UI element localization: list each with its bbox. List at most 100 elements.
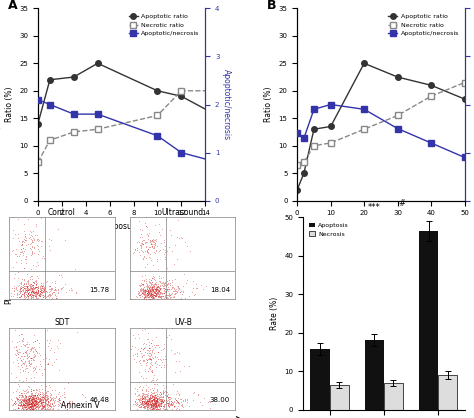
Point: [143, 285, 150, 292]
Point: [146, 292, 154, 298]
Point: [29, 395, 36, 402]
Point: [136, 398, 143, 404]
Point: [10, 291, 18, 297]
Point: [147, 400, 155, 407]
Point: [163, 283, 170, 289]
Point: [162, 288, 169, 295]
Point: [34, 237, 42, 244]
Point: [152, 401, 160, 408]
Point: [205, 399, 212, 405]
Point: [27, 285, 35, 292]
Point: [34, 236, 41, 242]
Point: [22, 291, 30, 297]
Point: [21, 231, 29, 237]
Point: [27, 285, 35, 291]
Point: [185, 403, 192, 409]
Point: [143, 357, 150, 364]
Point: [36, 291, 43, 297]
Point: [37, 286, 45, 293]
Point: [30, 400, 37, 407]
Point: [136, 357, 144, 363]
Point: [31, 289, 39, 296]
Point: [23, 296, 31, 302]
Point: [20, 399, 27, 406]
Point: [10, 400, 18, 407]
Point: [26, 395, 33, 402]
Point: [145, 232, 152, 239]
Point: [146, 287, 154, 294]
Point: [17, 260, 24, 266]
Point: [144, 329, 151, 336]
Point: [48, 395, 56, 401]
Point: [167, 400, 174, 407]
Point: [168, 281, 175, 288]
Point: [144, 400, 151, 406]
Point: [152, 401, 160, 408]
Point: [152, 397, 159, 404]
Title: Control: Control: [48, 208, 76, 217]
Point: [35, 242, 42, 249]
Point: [160, 397, 167, 403]
Point: [43, 279, 50, 286]
Point: [177, 402, 184, 408]
Point: [29, 344, 36, 351]
Point: [22, 362, 29, 369]
Point: [139, 255, 147, 262]
Point: [36, 395, 44, 401]
Point: [10, 400, 18, 407]
Point: [13, 291, 20, 298]
Point: [24, 293, 31, 300]
Point: [150, 289, 158, 296]
Point: [13, 259, 20, 265]
Point: [143, 398, 151, 405]
Point: [40, 366, 47, 372]
Point: [170, 260, 178, 267]
Point: [11, 400, 19, 407]
Point: [181, 396, 189, 403]
Point: [31, 290, 38, 296]
Point: [31, 392, 39, 399]
Point: [31, 338, 39, 344]
Point: [55, 290, 62, 296]
Point: [19, 401, 27, 408]
Point: [25, 403, 32, 410]
Point: [40, 403, 47, 410]
Point: [148, 397, 155, 404]
Point: [35, 292, 43, 299]
Point: [154, 290, 162, 296]
Point: [176, 288, 183, 295]
Point: [152, 240, 159, 247]
Point: [155, 396, 163, 403]
Point: [27, 402, 35, 408]
Point: [20, 290, 28, 296]
Point: [30, 285, 37, 292]
Point: [28, 392, 36, 398]
Point: [136, 242, 144, 249]
Point: [18, 353, 26, 359]
Point: [145, 395, 153, 401]
Point: [19, 251, 27, 258]
Point: [155, 287, 163, 294]
Point: [67, 399, 74, 406]
Point: [135, 335, 143, 342]
Point: [48, 285, 55, 292]
Point: [148, 406, 156, 413]
Point: [159, 356, 167, 362]
Point: [145, 288, 152, 294]
Point: [27, 294, 35, 301]
Point: [142, 278, 150, 284]
Point: [22, 393, 30, 400]
Point: [15, 349, 23, 355]
Point: [45, 289, 52, 296]
Point: [141, 289, 149, 296]
Point: [149, 393, 156, 400]
Point: [37, 291, 45, 297]
Point: [46, 235, 53, 242]
Point: [169, 288, 177, 295]
Point: [27, 403, 34, 410]
Point: [52, 293, 59, 299]
Point: [196, 398, 203, 405]
Point: [148, 392, 155, 398]
Point: [137, 393, 144, 399]
Point: [138, 352, 146, 359]
